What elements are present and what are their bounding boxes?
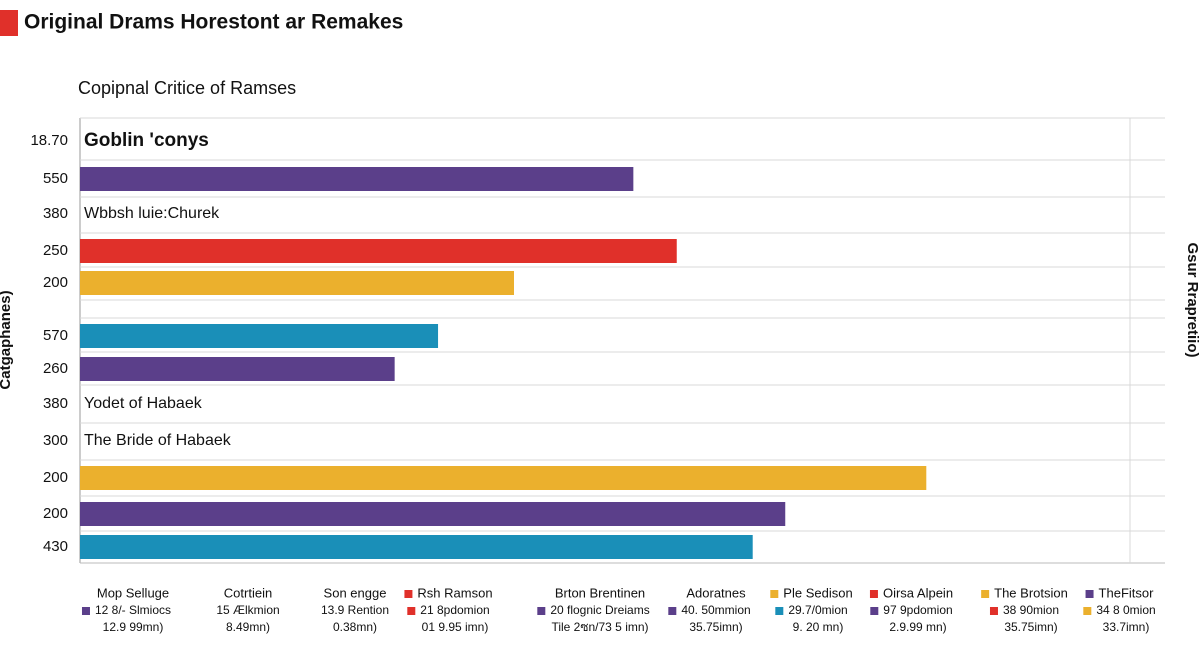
legend-text: Brton Brentinen [555,585,645,600]
legend-text: Adoratnes [686,585,746,600]
y-tick-label: 550 [43,170,68,187]
y-tick-label: 260 [43,360,68,377]
y-tick-label: 200 [43,469,68,486]
y-tick-label: 570 [43,327,68,344]
row-label: Wbbsh luie:Churek [84,205,220,222]
legend-swatch [1083,607,1092,615]
chart-title: Original Drams Horestont ar Remakes [24,11,403,34]
y-tick-label: 380 [43,205,68,222]
legend-swatch [404,590,413,598]
legend-text: 20 flognic Dreiams [550,603,649,617]
legend-swatch [989,607,998,615]
bar [80,466,927,490]
legend-text: 29.7/0mion [788,603,847,617]
y2-axis-label: Gsur Rrapretiio) [1184,242,1200,357]
bar [80,239,677,263]
legend-swatch [81,607,90,615]
legend-text: Mop Selluge [97,585,169,600]
bar [80,357,395,381]
legend-swatch [668,607,677,615]
legend-text: Rsh Ramson [417,585,492,600]
legend-text: 33.7imn) [1103,620,1150,634]
legend-text: 97 9pdomion [883,603,952,617]
legend-text: 12.9 99mn) [103,620,164,634]
legend-text: 0.38mn) [333,620,377,634]
legend-swatch [770,590,779,598]
chart-subtitle: Copipnal Critice of Ramses [78,78,296,98]
legend-text: 38 90mion [1003,603,1059,617]
bar [80,324,439,348]
legend-swatch [869,590,878,598]
row-label: The Bride of Habaek [84,432,232,449]
y-tick-label: 200 [43,274,68,291]
row-label: Yodet of Habaek [84,395,203,412]
legend-swatch [870,607,879,615]
y-tick-label: 250 [43,242,68,259]
y-tick-label: 300 [43,432,68,449]
legend-swatch [537,607,546,615]
legend-text: 40. 50mmion [681,603,750,617]
legend-text: TheFitsor [1099,585,1155,600]
legend-swatch [1085,590,1094,598]
bar [80,271,514,295]
bar [80,535,753,559]
bar [80,502,786,526]
y-tick-label: 430 [43,538,68,555]
legend-text: 12 8/- Slmiocs [95,603,171,617]
y-axis-label: Catgaphanes) [0,290,14,389]
legend-text: 21 8pdomion [420,603,489,617]
legend-text: Tile 2ซn/73 5 imn) [551,620,648,634]
y-tick-label: 200 [43,505,68,522]
row-label: Goblin 'conys [84,130,209,151]
legend-swatch [981,590,990,598]
legend-text: 35.75imn) [1004,620,1057,634]
title-marker [0,10,18,36]
legend-text: The Brotsion [994,585,1068,600]
legend-text: 2.9.99 mn) [889,620,946,634]
legend-text: Cotrtiein [224,585,272,600]
legend-text: 01 9.95 imn) [422,620,489,634]
legend-swatch [775,607,784,615]
legend-text: 15 Ælkmion [216,603,279,617]
legend-text: 35.75imn) [689,620,742,634]
y-tick-label: 18.70 [30,132,68,149]
legend-swatch [407,607,416,615]
legend-text: 8.49mn) [226,620,270,634]
legend-text: Son engge [324,585,387,600]
legend-text: Ple Sedison [783,585,852,600]
legend-text: 34 8 0mion [1096,603,1155,617]
bar [80,167,634,191]
legend-text: 13.9 Rention [321,603,389,617]
legend-text: Oirsa Alpein [883,585,953,600]
legend-text: 9. 20 mn) [793,620,844,634]
y-tick-label: 380 [43,395,68,412]
